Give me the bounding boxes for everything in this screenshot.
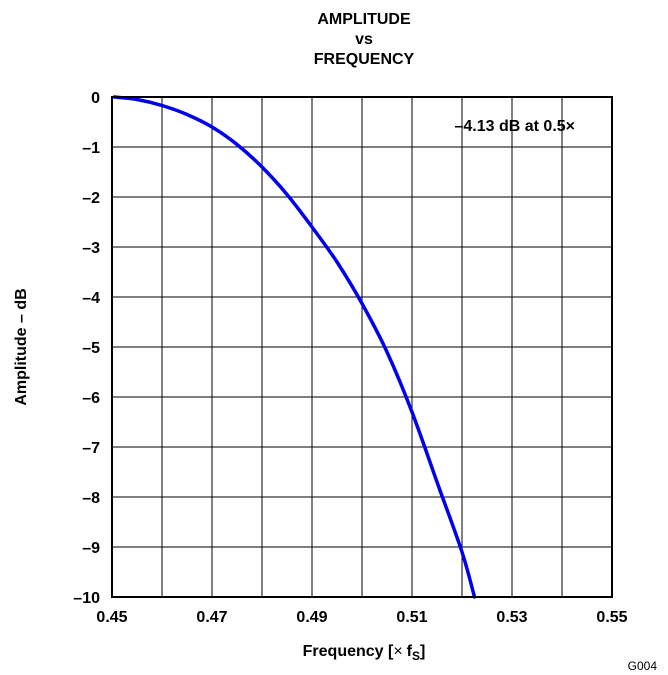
chart-title-line-1: AMPLITUDE bbox=[317, 11, 411, 28]
y-tick-label: –5 bbox=[82, 340, 100, 357]
y-tick-label: –6 bbox=[82, 390, 100, 407]
x-tick-label: 0.53 bbox=[496, 609, 527, 626]
x-tick-label: 0.51 bbox=[396, 609, 427, 626]
y-axis-label: Amplitude – dB bbox=[13, 288, 30, 405]
chart-title-line-3: FREQUENCY bbox=[314, 51, 415, 68]
chart-title-line-2: vs bbox=[355, 31, 373, 48]
y-tick-label: –8 bbox=[82, 490, 100, 507]
x-axis-label: Frequency [× fS] bbox=[303, 643, 426, 663]
plot-frame bbox=[111, 96, 613, 598]
y-tick-label: –7 bbox=[82, 440, 100, 457]
y-tick-label: –9 bbox=[82, 540, 100, 557]
x-axis-label-times: × bbox=[393, 643, 402, 660]
y-tick-label: –2 bbox=[82, 190, 100, 207]
y-tick-label: 0 bbox=[91, 90, 100, 107]
y-tick-label: –3 bbox=[82, 240, 100, 257]
y-tick-label: –10 bbox=[73, 590, 100, 607]
grid bbox=[111, 96, 613, 598]
x-tick-label: 0.45 bbox=[96, 609, 127, 626]
x-axis-label-close: ] bbox=[420, 643, 425, 660]
figure-code: G004 bbox=[628, 659, 658, 673]
x-tick-label: 0.49 bbox=[296, 609, 327, 626]
y-tick-labels: 0 –1 –2 –3 –4 –5 –6 –7 –8 –9 –10 bbox=[73, 90, 100, 607]
x-axis-label-f: f bbox=[407, 643, 413, 660]
x-tick-label: 0.47 bbox=[196, 609, 227, 626]
x-tick-labels: 0.45 0.47 0.49 0.51 0.53 0.55 bbox=[96, 609, 627, 626]
y-tick-label: –1 bbox=[82, 140, 100, 157]
x-axis-label-subscript: S bbox=[412, 649, 420, 663]
x-axis-label-text: Frequency [ bbox=[303, 643, 394, 660]
y-tick-label: –4 bbox=[82, 290, 100, 307]
x-tick-label: 0.55 bbox=[596, 609, 627, 626]
series-line bbox=[112, 95, 477, 599]
annotation-label: –4.13 dB at 0.5× bbox=[454, 118, 575, 135]
